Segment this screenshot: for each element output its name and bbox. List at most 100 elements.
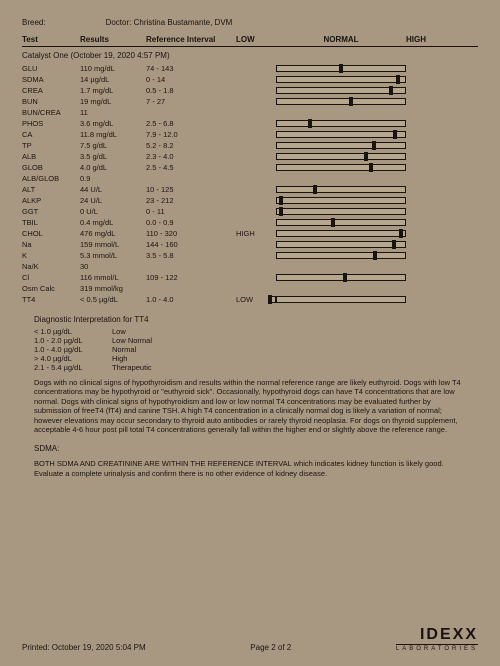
result-value: 3.5 g/dL <box>80 152 146 161</box>
table-row: SDMA14 µg/dL0 - 14 <box>22 74 478 85</box>
test-name: CHOL <box>22 229 80 238</box>
test-name: GLOB <box>22 163 80 172</box>
test-name: CREA <box>22 86 80 95</box>
table-row: ALT44 U/L10 - 125 <box>22 184 478 195</box>
result-value: 0 U/L <box>80 207 146 216</box>
reference-interval: 144 - 160 <box>146 240 236 249</box>
doctor: Doctor: Christina Bustamante, DVM <box>106 18 233 27</box>
range-bar <box>276 185 406 194</box>
table-row: Cl116 mmol/L109 - 122 <box>22 272 478 283</box>
range-bar <box>276 273 406 282</box>
range-bar <box>276 86 406 95</box>
table-row: GGT0 U/L0 - 11 <box>22 206 478 217</box>
interp-row: 1.0 - 2.0 µg/dLLow Normal <box>34 336 478 345</box>
result-value: 4.0 g/dL <box>80 163 146 172</box>
logo: IDEXX LABORATORIES <box>396 626 478 652</box>
table-row: TT4< 0.5 µg/dL1.0 - 4.0LOW <box>22 294 478 305</box>
reference-interval: 3.5 - 5.8 <box>146 251 236 260</box>
test-name: Na/K <box>22 262 80 271</box>
footer: Printed: October 19, 2020 5:04 PM Page 2… <box>22 626 478 652</box>
col-results: Results <box>80 35 146 44</box>
table-row: GLU110 mg/dL74 - 143 <box>22 63 478 74</box>
range-bar <box>276 284 406 293</box>
flag: HIGH <box>236 229 276 238</box>
range-bar <box>276 97 406 106</box>
test-name: GLU <box>22 64 80 73</box>
test-name: SDMA <box>22 75 80 84</box>
interp-title: Diagnostic Interpretation for TT4 <box>34 315 478 324</box>
col-high: HIGH <box>406 35 446 44</box>
table-row: ALB3.5 g/dL2.3 - 4.0 <box>22 151 478 162</box>
range-bar <box>276 295 406 304</box>
range-bar <box>276 64 406 73</box>
table-row: ALKP24 U/L23 - 212 <box>22 195 478 206</box>
header: Breed: Doctor: Christina Bustamante, DVM <box>22 18 478 27</box>
printed: Printed: October 19, 2020 5:04 PM <box>22 643 146 652</box>
range-bar <box>276 229 406 238</box>
table-row: CREA1.7 mg/dL0.5 - 1.8 <box>22 85 478 96</box>
table-row: GLOB4.0 g/dL2.5 - 4.5 <box>22 162 478 173</box>
result-value: 11.8 mg/dL <box>80 130 146 139</box>
table-row: ALB/GLOB0.9 <box>22 173 478 184</box>
test-name: ALB <box>22 152 80 161</box>
interp-row: < 1.0 µg/dLLow <box>34 327 478 336</box>
reference-interval: 74 - 143 <box>146 64 236 73</box>
table-row: CA11.8 mg/dL7.9 - 12.0 <box>22 129 478 140</box>
col-ref: Reference Interval <box>146 35 236 44</box>
range-bar <box>276 218 406 227</box>
reference-interval: 0.5 - 1.8 <box>146 86 236 95</box>
reference-interval: 2.5 - 6.8 <box>146 119 236 128</box>
range-bar <box>276 163 406 172</box>
reference-interval: 0.0 - 0.9 <box>146 218 236 227</box>
reference-interval: 110 - 320 <box>146 229 236 238</box>
result-value: 476 mg/dL <box>80 229 146 238</box>
test-name: GGT <box>22 207 80 216</box>
results-table: GLU110 mg/dL74 - 143SDMA14 µg/dL0 - 14CR… <box>22 63 478 305</box>
test-name: TT4 <box>22 295 80 304</box>
result-value: 14 µg/dL <box>80 75 146 84</box>
table-row: CHOL476 mg/dL110 - 320HIGH <box>22 228 478 239</box>
test-name: ALB/GLOB <box>22 174 80 183</box>
result-value: 7.5 g/dL <box>80 141 146 150</box>
panel-title: Catalyst One (October 19, 2020 4:57 PM) <box>22 51 478 60</box>
result-value: 0.4 mg/dL <box>80 218 146 227</box>
table-row: K5.3 mmol/L3.5 - 5.8 <box>22 250 478 261</box>
result-value: 19 mg/dL <box>80 97 146 106</box>
result-value: 116 mmol/L <box>80 273 146 282</box>
test-name: PHOS <box>22 119 80 128</box>
interp-paragraph: Dogs with no clinical signs of hypothyro… <box>34 378 466 434</box>
test-name: Na <box>22 240 80 249</box>
test-name: ALKP <box>22 196 80 205</box>
reference-interval: 10 - 125 <box>146 185 236 194</box>
interp-row: 1.0 - 4.0 µg/dLNormal <box>34 345 478 354</box>
reference-interval: 5.2 - 8.2 <box>146 141 236 150</box>
range-bar <box>276 251 406 260</box>
test-name: K <box>22 251 80 260</box>
result-value: 44 U/L <box>80 185 146 194</box>
reference-interval: 7 - 27 <box>146 97 236 106</box>
table-row: TP7.5 g/dL5.2 - 8.2 <box>22 140 478 151</box>
reference-interval: 2.3 - 4.0 <box>146 152 236 161</box>
range-bar <box>276 119 406 128</box>
logo-main: IDEXX <box>396 626 478 644</box>
breed-label: Breed: <box>22 18 46 27</box>
table-row: BUN19 mg/dL7 - 27 <box>22 96 478 107</box>
test-name: BUN/CREA <box>22 108 80 117</box>
reference-interval: 0 - 11 <box>146 207 236 216</box>
test-name: TBIL <box>22 218 80 227</box>
page-number: Page 2 of 2 <box>250 643 291 652</box>
range-bar <box>276 152 406 161</box>
col-test: Test <box>22 35 80 44</box>
reference-interval: 7.9 - 12.0 <box>146 130 236 139</box>
range-bar <box>276 174 406 183</box>
test-name: TP <box>22 141 80 150</box>
result-value: 5.3 mmol/L <box>80 251 146 260</box>
reference-interval: 1.0 - 4.0 <box>146 295 236 304</box>
range-bar <box>276 262 406 271</box>
result-value: 0.9 <box>80 174 146 183</box>
interp-row: > 4.0 µg/dLHigh <box>34 354 478 363</box>
test-name: Cl <box>22 273 80 282</box>
reference-interval: 109 - 122 <box>146 273 236 282</box>
table-row: PHOS3.6 mg/dL2.5 - 6.8 <box>22 118 478 129</box>
col-normal: NORMAL <box>276 35 406 44</box>
